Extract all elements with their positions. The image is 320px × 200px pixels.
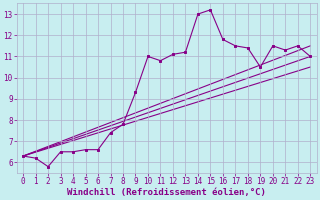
- X-axis label: Windchill (Refroidissement éolien,°C): Windchill (Refroidissement éolien,°C): [67, 188, 266, 197]
